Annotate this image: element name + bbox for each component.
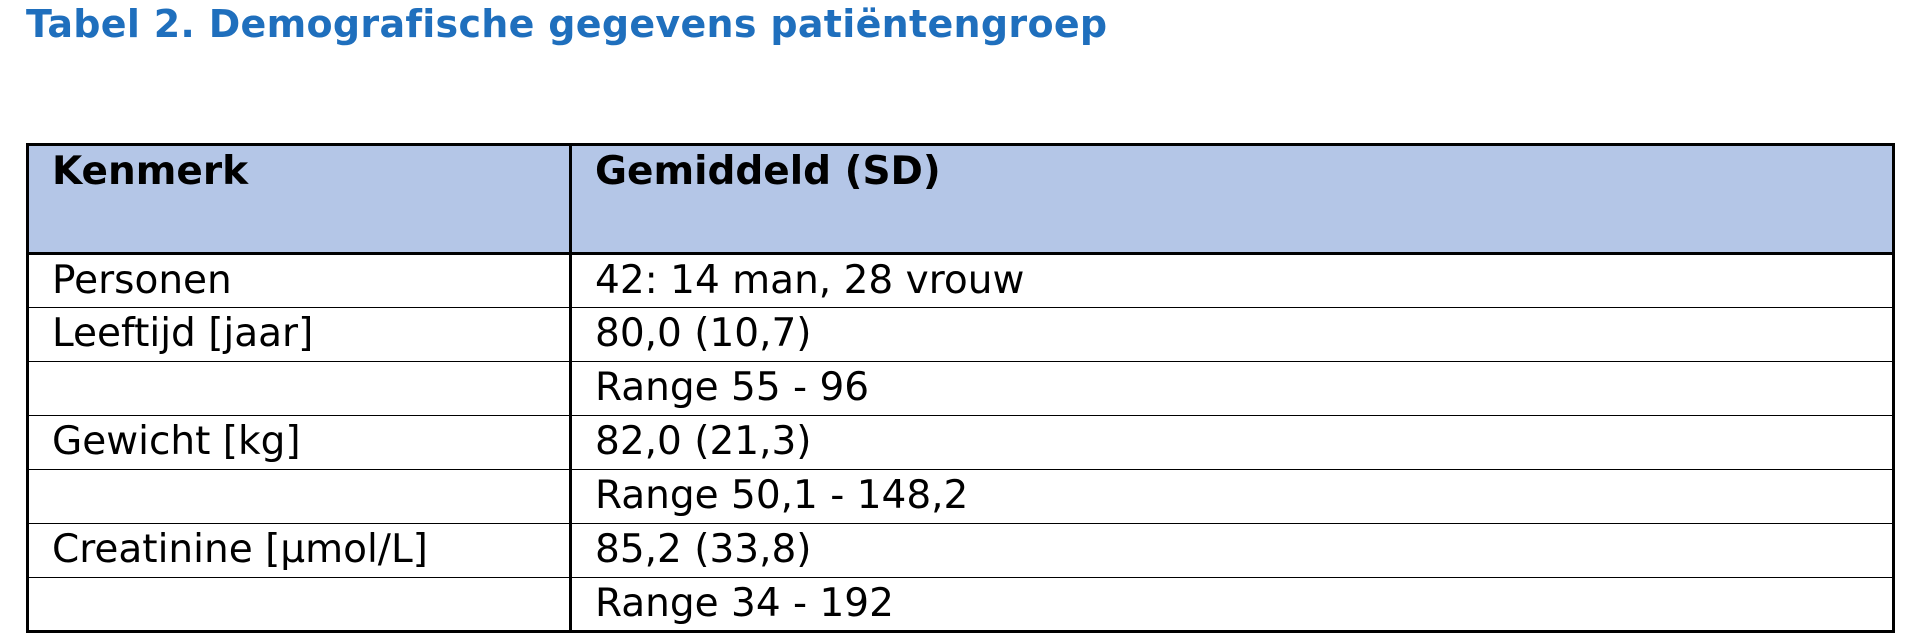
cell-value: 82,0 (21,3) [569,415,1895,470]
cell-value: Range 55 - 96 [569,361,1895,416]
table-row: Gewicht [kg] 82,0 (21,3) [26,415,1895,470]
table-header-row: Kenmerk Gemiddeld (SD) [26,143,1895,255]
table-row: Personen 42: 14 man, 28 vrouw [26,252,1895,308]
table-row: Range 55 - 96 [26,361,1895,416]
cell-value: Range 34 - 192 [569,577,1895,633]
cell-characteristic: Creatinine [µmol/L] [26,523,572,578]
header-gemiddeld: Gemiddeld (SD) [569,143,1895,255]
cell-characteristic [26,361,572,416]
table-row: Creatinine [µmol/L] 85,2 (33,8) [26,523,1895,578]
cell-characteristic [26,469,572,524]
table-row: Leeftijd [jaar] 80,0 (10,7) [26,307,1895,362]
table-row: Range 34 - 192 [26,577,1895,633]
cell-characteristic: Personen [26,252,572,308]
cell-characteristic: Gewicht [kg] [26,415,572,470]
cell-value: 80,0 (10,7) [569,307,1895,362]
cell-characteristic [26,577,572,633]
table-title: Tabel 2. Demografische gegevens patiënte… [26,2,1108,46]
demographics-table: Kenmerk Gemiddeld (SD) Personen 42: 14 m… [26,143,1895,633]
cell-value: 42: 14 man, 28 vrouw [569,252,1895,308]
table-row: Range 50,1 - 148,2 [26,469,1895,524]
cell-value: 85,2 (33,8) [569,523,1895,578]
cell-value: Range 50,1 - 148,2 [569,469,1895,524]
header-kenmerk: Kenmerk [26,143,572,255]
cell-characteristic: Leeftijd [jaar] [26,307,572,362]
